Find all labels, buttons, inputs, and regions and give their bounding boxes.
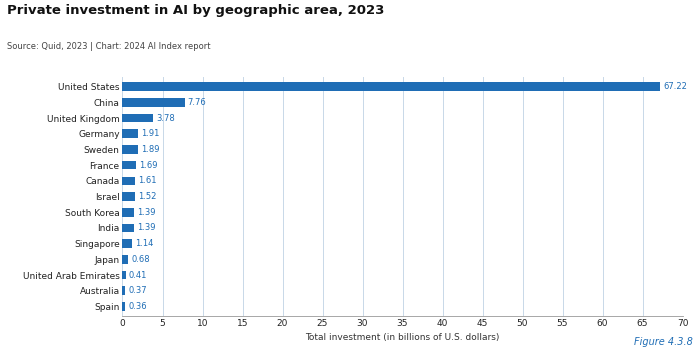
Text: Private investment in AI by geographic area, 2023: Private investment in AI by geographic a… <box>7 4 384 16</box>
Bar <box>122 145 138 154</box>
Text: 67.22: 67.22 <box>664 82 687 91</box>
Bar <box>122 177 135 185</box>
Bar <box>122 255 128 264</box>
Bar <box>122 192 134 201</box>
Text: 1.52: 1.52 <box>138 192 156 201</box>
Bar <box>122 130 138 138</box>
Bar <box>122 239 132 248</box>
Text: 3.78: 3.78 <box>156 113 175 122</box>
Text: 0.37: 0.37 <box>129 286 147 295</box>
Text: 1.69: 1.69 <box>139 161 158 170</box>
Bar <box>122 208 134 217</box>
Text: 1.39: 1.39 <box>136 224 155 232</box>
Text: 1.61: 1.61 <box>139 176 157 185</box>
Bar <box>122 161 136 170</box>
Text: 0.41: 0.41 <box>129 271 148 280</box>
X-axis label: Total investment (in billions of U.S. dollars): Total investment (in billions of U.S. do… <box>305 333 500 342</box>
Text: 1.89: 1.89 <box>141 145 160 154</box>
Text: 1.91: 1.91 <box>141 129 160 138</box>
Bar <box>122 271 126 279</box>
Text: 1.14: 1.14 <box>135 239 153 248</box>
Text: 1.39: 1.39 <box>136 208 155 217</box>
Text: 7.76: 7.76 <box>188 98 206 107</box>
Text: Source: Quid, 2023 | Chart: 2024 AI Index report: Source: Quid, 2023 | Chart: 2024 AI Inde… <box>7 42 211 51</box>
Bar <box>122 224 134 232</box>
Text: 0.68: 0.68 <box>131 255 150 264</box>
Bar <box>122 98 185 107</box>
Text: 0.36: 0.36 <box>129 302 147 311</box>
Bar <box>122 302 125 311</box>
Text: Figure 4.3.8: Figure 4.3.8 <box>634 338 693 347</box>
Bar <box>122 82 660 91</box>
Bar <box>122 286 125 295</box>
Bar <box>122 114 153 122</box>
